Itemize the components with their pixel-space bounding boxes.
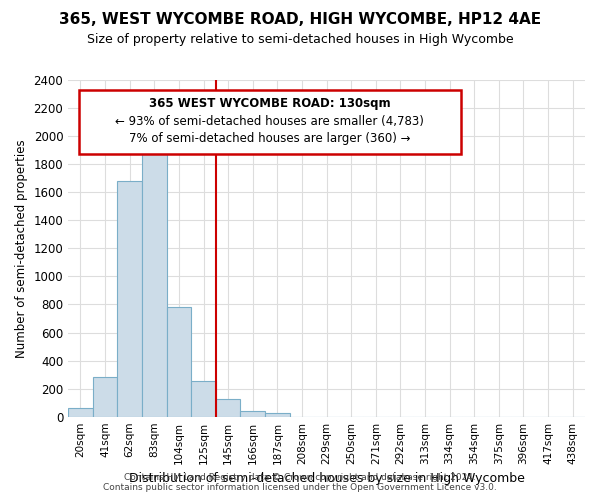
Text: Size of property relative to semi-detached houses in High Wycombe: Size of property relative to semi-detach… [86,32,514,46]
Text: ← 93% of semi-detached houses are smaller (4,783): ← 93% of semi-detached houses are smalle… [115,116,424,128]
Text: Contains HM Land Registry data © Crown copyright and database right 2024.
Contai: Contains HM Land Registry data © Crown c… [103,473,497,492]
Bar [241,411,265,416]
Text: 7% of semi-detached houses are larger (360) →: 7% of semi-detached houses are larger (3… [129,132,410,145]
Bar [216,399,241,416]
Text: 365, WEST WYCOMBE ROAD, HIGH WYCOMBE, HP12 4AE: 365, WEST WYCOMBE ROAD, HIGH WYCOMBE, HP… [59,12,541,28]
X-axis label: Distribution of semi-detached houses by size in High Wycombe: Distribution of semi-detached houses by … [128,472,524,485]
Bar [265,413,290,416]
FancyBboxPatch shape [79,90,461,154]
Bar [167,308,191,416]
Bar [191,381,216,416]
Bar [68,408,93,416]
Bar [142,148,167,416]
Bar [118,181,142,416]
Text: 365 WEST WYCOMBE ROAD: 130sqm: 365 WEST WYCOMBE ROAD: 130sqm [149,97,391,110]
Y-axis label: Number of semi-detached properties: Number of semi-detached properties [15,139,28,358]
Bar [93,378,118,416]
